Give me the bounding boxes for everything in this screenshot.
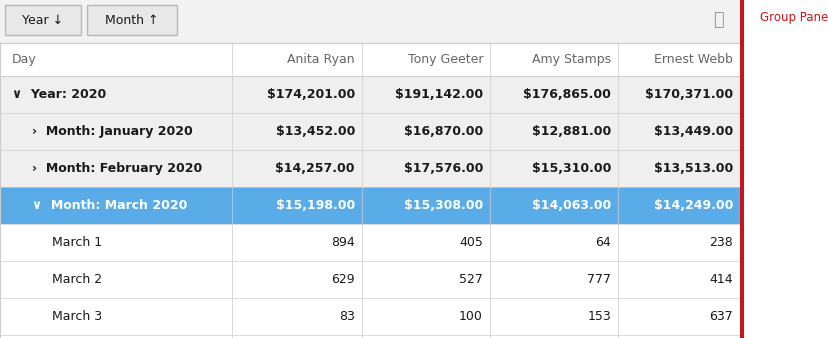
Bar [5,5,81,35]
Text: 637: 637 [709,310,732,323]
Text: ⌕: ⌕ [712,11,723,29]
Text: $14,063.00: $14,063.00 [531,199,610,212]
Text: 100: 100 [459,310,483,323]
Text: $13,513.00: $13,513.00 [653,162,732,175]
Text: March 2: March 2 [52,273,102,286]
Text: 629: 629 [331,273,354,286]
Bar [739,0,743,338]
Text: 83: 83 [339,310,354,323]
Bar [0,187,739,224]
Text: March 3: March 3 [52,310,102,323]
Text: Year ↓: Year ↓ [22,14,64,26]
Text: ›  Month: February 2020: › Month: February 2020 [32,162,202,175]
Bar [0,261,739,298]
Text: $15,308.00: $15,308.00 [403,199,483,212]
Text: Group Panel: Group Panel [759,11,828,24]
Text: $14,249.00: $14,249.00 [652,199,732,212]
Text: 894: 894 [331,236,354,249]
Text: 238: 238 [709,236,732,249]
Text: 405: 405 [459,236,483,249]
Text: 414: 414 [709,273,732,286]
Text: $14,257.00: $14,257.00 [275,162,354,175]
Text: $170,371.00: $170,371.00 [644,88,732,101]
Text: March 1: March 1 [52,236,102,249]
Text: $15,310.00: $15,310.00 [531,162,610,175]
Bar [0,298,739,335]
Bar [0,43,739,76]
Bar [87,5,177,35]
Text: $12,881.00: $12,881.00 [531,125,610,138]
Text: 64: 64 [595,236,610,249]
Text: 153: 153 [586,310,610,323]
Text: $13,449.00: $13,449.00 [653,125,732,138]
Bar [0,224,739,261]
Text: $17,576.00: $17,576.00 [403,162,483,175]
Text: Anita Ryan: Anita Ryan [287,53,354,66]
Text: Day: Day [12,53,36,66]
Text: $191,142.00: $191,142.00 [394,88,483,101]
Bar [0,150,739,187]
Bar [0,335,739,338]
Text: $174,201.00: $174,201.00 [267,88,354,101]
Text: Tony Geeter: Tony Geeter [407,53,483,66]
Bar [0,76,739,113]
Text: Month ↑: Month ↑ [105,14,158,26]
Bar [0,113,739,150]
Text: ∨  Month: March 2020: ∨ Month: March 2020 [32,199,187,212]
Text: 527: 527 [459,273,483,286]
Text: ›  Month: January 2020: › Month: January 2020 [32,125,193,138]
Bar [0,0,739,43]
Text: 777: 777 [586,273,610,286]
Text: ∨  Year: 2020: ∨ Year: 2020 [12,88,106,101]
Text: Amy Stamps: Amy Stamps [532,53,610,66]
Text: $15,198.00: $15,198.00 [276,199,354,212]
Text: $176,865.00: $176,865.00 [522,88,610,101]
Text: $13,452.00: $13,452.00 [275,125,354,138]
Text: Ernest Webb: Ernest Webb [653,53,732,66]
Text: $16,870.00: $16,870.00 [403,125,483,138]
